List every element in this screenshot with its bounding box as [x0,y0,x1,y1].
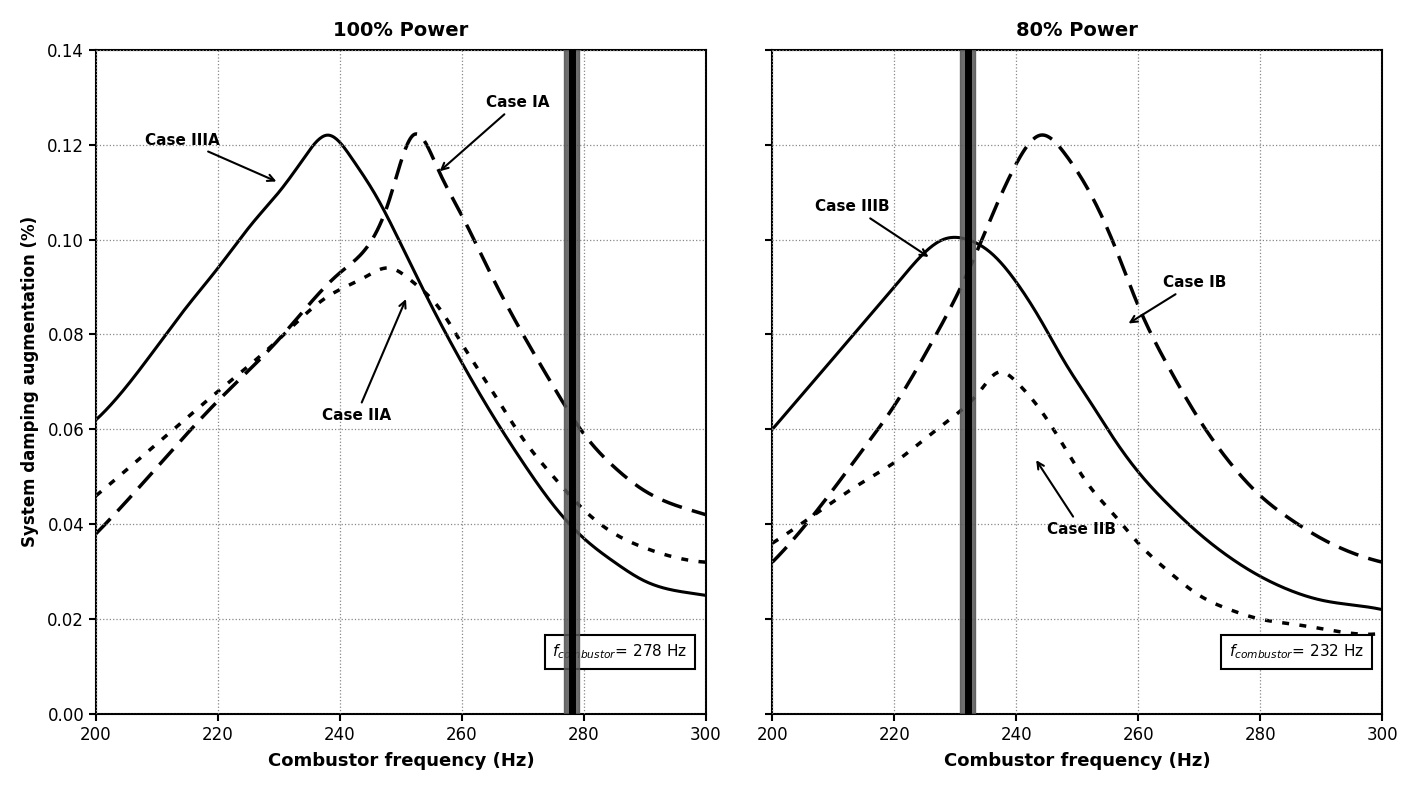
Title: 80% Power: 80% Power [1016,21,1138,40]
Text: Case IIIB: Case IIIB [815,199,927,255]
Y-axis label: System damping augmentation (%): System damping augmentation (%) [21,216,38,547]
Text: Case IIIA: Case IIIA [145,133,274,181]
Text: $f_{combustor}$= 232 Hz: $f_{combustor}$= 232 Hz [1229,642,1364,661]
Text: $f_{combustor}$= 278 Hz: $f_{combustor}$= 278 Hz [552,642,688,661]
Bar [961,50,975,714]
Text: Case IA: Case IA [441,95,551,170]
Title: 100% Power: 100% Power [333,21,468,40]
Text: Case IIA: Case IIA [322,301,406,423]
Bar [565,50,579,714]
X-axis label: Combustor frequency (Hz): Combustor frequency (Hz) [268,752,535,770]
X-axis label: Combustor frequency (Hz): Combustor frequency (Hz) [944,752,1210,770]
Text: Case IB: Case IB [1131,275,1226,322]
Text: Case IIB: Case IIB [1037,462,1115,537]
